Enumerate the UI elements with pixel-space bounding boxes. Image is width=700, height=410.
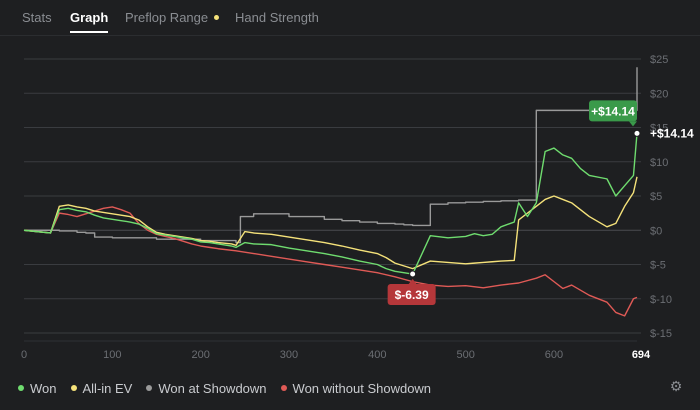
x-tick-label: 400 <box>368 349 386 361</box>
legend-item-won-without-showdown[interactable]: Won without Showdown <box>280 380 432 396</box>
y-tick-label: $25 <box>650 54 668 66</box>
legend-label-won-without-showdown: Won without Showdown <box>292 380 432 396</box>
tab-hand-strength[interactable]: Hand Strength <box>235 10 319 25</box>
legend: Won All-in EV Won at Showdown Won withou… <box>18 380 431 396</box>
tab-preflop-range[interactable]: Preflop Range <box>125 10 220 25</box>
x-tick-label: 100 <box>103 349 121 361</box>
legend-item-won-at-showdown[interactable]: Won at Showdown <box>146 380 267 396</box>
x-tick-label: 600 <box>545 349 563 361</box>
y-tick-label: $15 <box>650 123 668 135</box>
x-tick-label: 300 <box>280 349 298 361</box>
tab-bar: Stats Graph Preflop Range Hand Strength <box>0 0 700 36</box>
series-lines <box>23 67 638 317</box>
legend-dot-all-in-ev <box>70 385 77 391</box>
x-end-label: 694 <box>632 349 651 361</box>
x-tick-label: 200 <box>191 349 209 361</box>
legend-label-won: Won <box>30 380 57 396</box>
annotation-label: +$14.14 <box>591 104 635 118</box>
y-tick-label: $20 <box>650 88 668 100</box>
legend-item-all-in-ev[interactable]: All-in EV <box>70 380 133 396</box>
legend-dot-won-without-showdown <box>280 385 287 391</box>
end-value-label: +$14.14 <box>650 126 694 140</box>
legend-dot-won-at-showdown <box>146 385 153 391</box>
series-line-won <box>23 133 638 275</box>
annotation-label: $-6.39 <box>395 288 429 302</box>
annotations: +$14.14 $-6.39 +$14.14 <box>387 100 694 306</box>
x-tick-label: 500 <box>456 349 474 361</box>
x-axis-ticks: 0 100 200 300 400 500 600 694 <box>21 349 651 361</box>
y-tick-label: $10 <box>650 157 668 169</box>
series-line-all-in-ev <box>23 176 638 270</box>
y-axis-ticks: $25 $20 $15 $10 $5 $0 $-5 $-10 $-15 <box>650 54 672 340</box>
legend-label-won-at-showdown: Won at Showdown <box>158 380 267 396</box>
annotation-marker <box>409 270 417 278</box>
gear-icon[interactable]: ⚙ <box>669 378 683 394</box>
annotation-pointer <box>629 121 637 127</box>
tab-graph[interactable]: Graph <box>70 10 109 33</box>
y-tick-label: $-10 <box>650 294 672 306</box>
tab-stats[interactable]: Stats <box>22 10 52 25</box>
legend-item-won[interactable]: Won <box>18 380 57 396</box>
y-tick-label: $-15 <box>650 328 672 340</box>
notification-dot <box>214 15 220 21</box>
grid-lines <box>24 58 641 342</box>
legend-dot-won <box>18 385 24 391</box>
annotation-marker <box>633 129 641 137</box>
series-line-won-at-showdown <box>24 67 638 244</box>
results-graph[interactable]: $25 $20 $15 $10 $5 $0 $-5 $-10 $-15 0 100 200 300 40… <box>0 36 700 376</box>
legend-label-all-in-ev: All-in EV <box>82 380 133 396</box>
annotation-badge <box>387 284 436 306</box>
y-tick-label: $5 <box>650 191 662 203</box>
tab-preflop-range-label: Preflop Range <box>125 10 209 25</box>
x-tick-label: 0 <box>21 349 27 361</box>
annotation-badge <box>589 100 637 122</box>
annotation-pointer <box>408 279 417 285</box>
series-line-won-without-showdown <box>23 206 638 317</box>
y-tick-label: $-5 <box>650 260 666 272</box>
y-tick-label: $0 <box>650 225 662 237</box>
